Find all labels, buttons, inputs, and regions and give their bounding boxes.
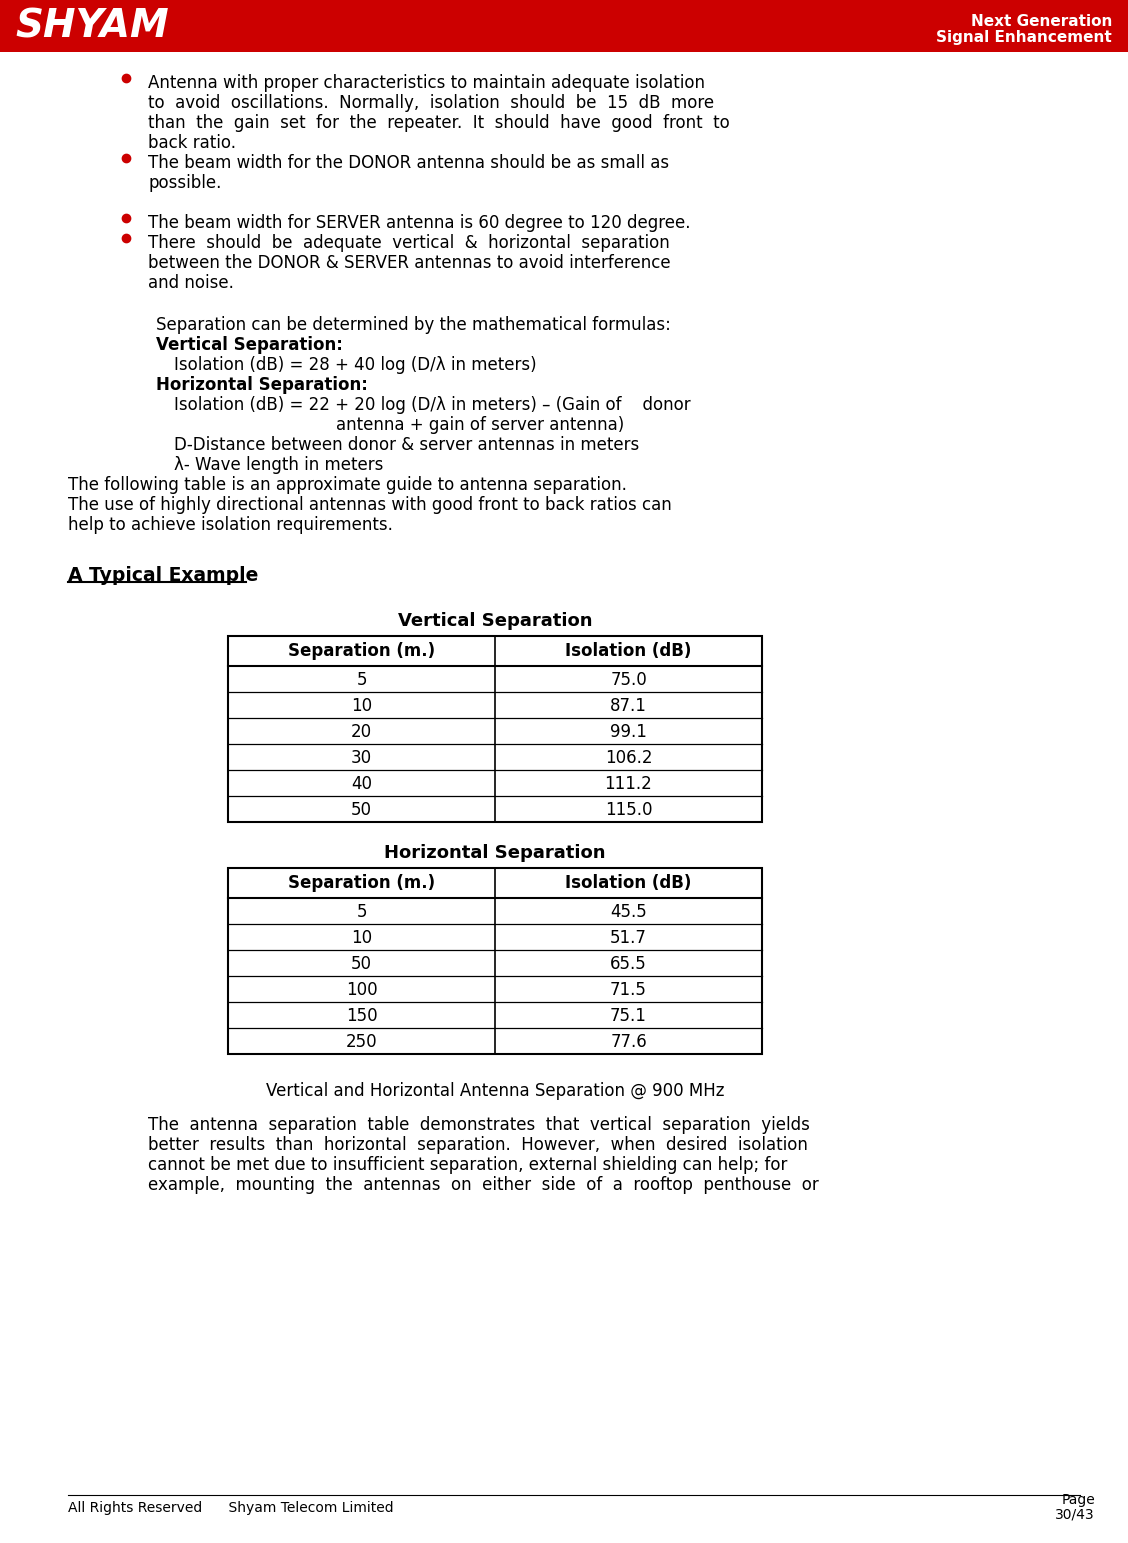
Text: than  the  gain  set  for  the  repeater.  It  should  have  good  front  to: than the gain set for the repeater. It s… bbox=[148, 114, 730, 133]
Text: 10: 10 bbox=[351, 697, 372, 714]
Text: 87.1: 87.1 bbox=[610, 697, 647, 714]
Text: Page: Page bbox=[1061, 1494, 1095, 1508]
Text: The use of highly directional antennas with good front to back ratios can: The use of highly directional antennas w… bbox=[68, 495, 672, 514]
Text: example,  mounting  the  antennas  on  either  side  of  a  rooftop  penthouse  : example, mounting the antennas on either… bbox=[148, 1176, 819, 1194]
Bar bbox=[228, 636, 763, 822]
Text: 150: 150 bbox=[345, 1008, 377, 1025]
Text: Isolation (dB) = 28 + 40 log (D/λ in meters): Isolation (dB) = 28 + 40 log (D/λ in met… bbox=[174, 356, 537, 373]
Text: All Rights Reserved      Shyam Telecom Limited: All Rights Reserved Shyam Telecom Limite… bbox=[68, 1501, 394, 1515]
Text: Separation (m.): Separation (m.) bbox=[288, 642, 435, 660]
Text: 30: 30 bbox=[351, 748, 372, 767]
Text: There  should  be  adequate  vertical  &  horizontal  separation: There should be adequate vertical & hori… bbox=[148, 235, 670, 252]
Text: Horizontal Separation:: Horizontal Separation: bbox=[156, 376, 368, 393]
Text: Antenna with proper characteristics to maintain adequate isolation: Antenna with proper characteristics to m… bbox=[148, 74, 705, 93]
Text: 45.5: 45.5 bbox=[610, 903, 646, 921]
Text: 115.0: 115.0 bbox=[605, 801, 652, 819]
Text: possible.: possible. bbox=[148, 174, 221, 191]
Text: Isolation (dB): Isolation (dB) bbox=[565, 642, 691, 660]
Text: 50: 50 bbox=[351, 955, 372, 974]
Text: Next Generation: Next Generation bbox=[970, 14, 1112, 29]
Text: Signal Enhancement: Signal Enhancement bbox=[936, 29, 1112, 45]
Text: The  antenna  separation  table  demonstrates  that  vertical  separation  yield: The antenna separation table demonstrate… bbox=[148, 1116, 810, 1134]
Text: 100: 100 bbox=[345, 981, 377, 998]
Text: antenna + gain of server antenna): antenna + gain of server antenna) bbox=[336, 417, 624, 434]
Text: Vertical Separation:: Vertical Separation: bbox=[156, 336, 343, 353]
Text: 51.7: 51.7 bbox=[610, 929, 647, 947]
Text: 40: 40 bbox=[351, 775, 372, 793]
Text: 77.6: 77.6 bbox=[610, 1032, 646, 1051]
Text: The following table is an approximate guide to antenna separation.: The following table is an approximate gu… bbox=[68, 475, 627, 494]
Text: Vertical Separation: Vertical Separation bbox=[398, 613, 592, 630]
Text: 50: 50 bbox=[351, 801, 372, 819]
Text: 111.2: 111.2 bbox=[605, 775, 652, 793]
Text: better  results  than  horizontal  separation.  However,  when  desired  isolati: better results than horizontal separatio… bbox=[148, 1136, 808, 1154]
Text: help to achieve isolation requirements.: help to achieve isolation requirements. bbox=[68, 515, 393, 534]
Text: Separation (m.): Separation (m.) bbox=[288, 873, 435, 892]
Text: 30/43: 30/43 bbox=[1056, 1508, 1095, 1521]
Text: 20: 20 bbox=[351, 724, 372, 741]
Text: 75.1: 75.1 bbox=[610, 1008, 647, 1025]
Text: 75.0: 75.0 bbox=[610, 671, 646, 690]
Text: to  avoid  oscillations.  Normally,  isolation  should  be  15  dB  more: to avoid oscillations. Normally, isolati… bbox=[148, 94, 714, 113]
Text: SHYAM: SHYAM bbox=[15, 8, 168, 45]
Text: A Typical Example: A Typical Example bbox=[68, 566, 258, 585]
Text: 5: 5 bbox=[356, 903, 367, 921]
Text: 65.5: 65.5 bbox=[610, 955, 646, 974]
Text: and noise.: and noise. bbox=[148, 275, 233, 292]
Text: 106.2: 106.2 bbox=[605, 748, 652, 767]
Bar bbox=[0, 0, 1128, 52]
Text: λ- Wave length in meters: λ- Wave length in meters bbox=[174, 457, 384, 474]
Text: Horizontal Separation: Horizontal Separation bbox=[385, 844, 606, 863]
Text: Isolation (dB) = 22 + 20 log (D/λ in meters) – (Gain of    donor: Isolation (dB) = 22 + 20 log (D/λ in met… bbox=[174, 397, 690, 414]
Text: 71.5: 71.5 bbox=[610, 981, 647, 998]
Bar bbox=[228, 869, 763, 1054]
Text: 10: 10 bbox=[351, 929, 372, 947]
Text: back ratio.: back ratio. bbox=[148, 134, 236, 153]
Text: The beam width for SERVER antenna is 60 degree to 120 degree.: The beam width for SERVER antenna is 60 … bbox=[148, 214, 690, 231]
Text: Separation can be determined by the mathematical formulas:: Separation can be determined by the math… bbox=[156, 316, 671, 333]
Text: D-Distance between donor & server antennas in meters: D-Distance between donor & server antenn… bbox=[174, 437, 640, 454]
Text: Isolation (dB): Isolation (dB) bbox=[565, 873, 691, 892]
Text: 250: 250 bbox=[345, 1032, 377, 1051]
Text: 5: 5 bbox=[356, 671, 367, 690]
Text: The beam width for the DONOR antenna should be as small as: The beam width for the DONOR antenna sho… bbox=[148, 154, 669, 171]
Text: 99.1: 99.1 bbox=[610, 724, 647, 741]
Text: Vertical and Horizontal Antenna Separation @ 900 MHz: Vertical and Horizontal Antenna Separati… bbox=[266, 1082, 724, 1100]
Text: cannot be met due to insufficient separation, external shielding can help; for: cannot be met due to insufficient separa… bbox=[148, 1156, 787, 1174]
Text: between the DONOR & SERVER antennas to avoid interference: between the DONOR & SERVER antennas to a… bbox=[148, 255, 671, 272]
